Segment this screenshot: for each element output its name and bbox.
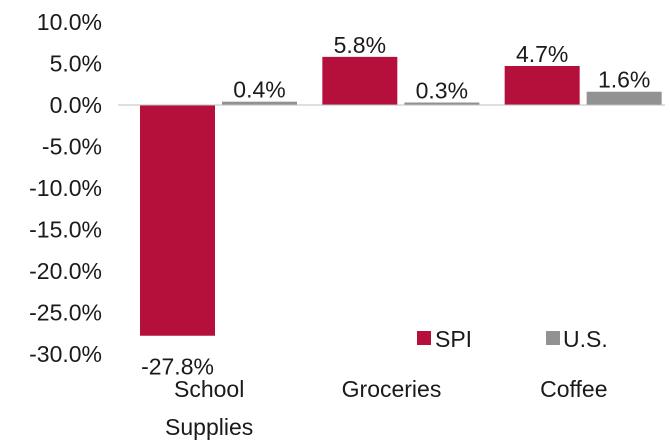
data-label: 0.4%: [233, 77, 285, 103]
y-tick-label: -10.0%: [29, 175, 102, 201]
category-label: Coffee: [540, 376, 607, 402]
bar-spi-0: [140, 105, 215, 336]
category-label: School: [174, 376, 244, 402]
legend-swatch-us: [546, 331, 560, 345]
bar-spi-1: [322, 56, 398, 105]
data-label: 1.6%: [598, 67, 650, 93]
data-label: 5.8%: [334, 32, 386, 58]
data-label: -27.8%: [141, 354, 214, 380]
bar-spi-2: [504, 65, 580, 105]
bar-us-0: [222, 101, 297, 105]
category-label: Supplies: [165, 414, 253, 440]
category-label: Groceries: [342, 376, 442, 402]
legend-label: SPI: [435, 326, 472, 352]
y-tick-label: 5.0%: [50, 51, 102, 77]
data-label: 4.7%: [516, 41, 568, 67]
y-tick-label: -20.0%: [29, 258, 102, 284]
y-tick-label: -25.0%: [29, 300, 102, 326]
y-tick-label: -5.0%: [42, 134, 102, 160]
data-label: 0.3%: [416, 78, 468, 104]
bar-us-1: [404, 102, 480, 105]
bar-us-2: [586, 91, 662, 105]
y-tick-label: 0.0%: [50, 92, 102, 118]
y-tick-label: -30.0%: [29, 341, 102, 367]
legend-swatch-spi: [417, 331, 431, 345]
y-tick-label: 10.0%: [37, 9, 102, 35]
legend-label: U.S.: [563, 326, 608, 352]
y-tick-label: -15.0%: [29, 217, 102, 243]
